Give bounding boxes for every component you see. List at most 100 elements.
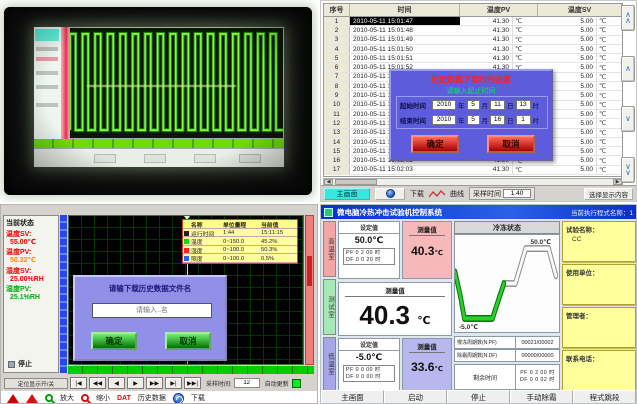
- up-button[interactable]: ∧: [621, 55, 635, 82]
- globe-button[interactable]: [375, 187, 405, 200]
- end-hour-input[interactable]: [515, 114, 531, 125]
- value: 33.6: [411, 360, 435, 374]
- page-down-button[interactable]: ∨ ∨: [621, 156, 635, 183]
- reading-label: 湿度SV:: [6, 267, 32, 275]
- row-index: 14: [324, 137, 350, 147]
- nav-button[interactable]: ▶▶: [146, 377, 163, 389]
- table-row[interactable]: 3 2010-05-11 15:01:49 41.30 ℃ 5.00 ℃: [324, 35, 622, 45]
- row-index: 12: [324, 119, 350, 128]
- select-content-button[interactable]: 选择显示内容: [584, 187, 633, 200]
- df-line: DF 0 0 20 时: [346, 256, 381, 263]
- end-label: 结束时间: [400, 117, 426, 125]
- unit: ℃: [434, 250, 443, 257]
- panel-controller: 微电脑冷热冲击试验机控制系统 当前执行程式名称：1 高温室 测试室 低温室 设定…: [320, 204, 637, 404]
- low-pf-df: PF 0 0 00 时 DF 0 0 00 时: [343, 365, 395, 382]
- cancel-button[interactable]: 取消: [487, 135, 535, 153]
- sample-time-field[interactable]: [503, 189, 531, 198]
- tab-low-temp-zone[interactable]: 低温室: [323, 337, 336, 391]
- start-day-input[interactable]: [490, 99, 505, 110]
- row-temp-sv: 5.00: [580, 64, 593, 72]
- manual-defrost-button[interactable]: 手动除霜: [510, 390, 573, 403]
- tab-test-zone[interactable]: 测试室: [323, 279, 336, 335]
- unit-celsius: ℃: [596, 26, 622, 35]
- history-data-label[interactable]: 历史数据: [137, 395, 166, 402]
- right-scrollbar[interactable]: [305, 215, 314, 365]
- stop-button[interactable]: 停止: [447, 390, 510, 403]
- table-row[interactable]: 2 2010-05-11 15:01:48 41.30 ℃ 5.00 ℃: [324, 26, 622, 36]
- row-time: 2010-05-11 15:01:57: [353, 110, 413, 118]
- info-box-label: 联系电话：: [566, 356, 599, 363]
- ok-button[interactable]: 确定: [411, 135, 459, 153]
- main-screen-button[interactable]: 主画面: [324, 187, 370, 200]
- down-button[interactable]: ∨: [621, 106, 635, 133]
- zoom-in-icon[interactable]: [45, 394, 53, 402]
- zoom-out-label[interactable]: 缩小: [96, 395, 110, 402]
- nav-button[interactable]: ◀◀: [89, 377, 106, 389]
- table-row[interactable]: 17 2010-05-11 15:02:03 41.30 ℃ 5.00 ℃: [324, 165, 622, 176]
- row-temp-pv: 41.30: [492, 36, 509, 44]
- low-set-value: -5.0℃: [355, 352, 383, 362]
- cycle-info-row: 慢冻周期数(N:PF) 00021/00002: [454, 336, 560, 349]
- main-screen-button[interactable]: 主画面: [321, 390, 384, 403]
- jump-top-icon[interactable]: [7, 393, 19, 403]
- end-year-input[interactable]: [432, 114, 456, 125]
- row-time: 2010-05-11 15:01:58: [353, 119, 413, 127]
- refresh-icon[interactable]: [172, 392, 184, 403]
- page-up-button[interactable]: ∧ ∧: [621, 5, 635, 31]
- row-index: 17: [324, 165, 350, 175]
- nav-button[interactable]: |◀: [70, 377, 87, 389]
- row-temp-sv: 5.00: [580, 26, 593, 34]
- end-day-input[interactable]: [490, 114, 505, 125]
- high-measure-box: 测量值 40.3℃: [402, 221, 452, 279]
- program-skip-button[interactable]: 程式跳段: [573, 390, 636, 403]
- nav-button[interactable]: ◀: [108, 377, 125, 389]
- position-toggle-button[interactable]: 定位显示开/关: [4, 377, 68, 389]
- download-label[interactable]: 下载: [190, 395, 205, 402]
- right-scroll-thumb[interactable]: [307, 256, 312, 286]
- zoom-out-icon[interactable]: [81, 394, 89, 402]
- filename-input[interactable]: [92, 303, 212, 318]
- start-year-input[interactable]: [432, 99, 456, 110]
- row-temp-sv: 5.00: [580, 17, 593, 25]
- info-box-label: 使用单位：: [566, 270, 599, 277]
- zoom-in-label[interactable]: 放大: [60, 395, 74, 402]
- reading-value: 25.00%RH: [10, 275, 44, 283]
- unit-celsius: ℃: [596, 91, 622, 100]
- unit-celsius: ℃: [512, 17, 538, 26]
- start-hour-input[interactable]: [515, 99, 531, 110]
- remaining-time-row: 剩余时间 PF 0 2 00 时 DF 0 0 02 时: [454, 364, 560, 390]
- nav-button[interactable]: ▶|: [165, 377, 182, 389]
- row-index: 1: [324, 17, 350, 26]
- photo-toolbar-button: [194, 154, 216, 163]
- left-scrollbar[interactable]: [60, 215, 67, 373]
- program-name: 当前执行程式名称：1: [570, 210, 633, 217]
- start-month-input[interactable]: [466, 99, 480, 110]
- legend-header-cell: 当前值: [261, 223, 279, 229]
- table-row[interactable]: 5 2010-05-11 15:01:51 41.30 ℃ 5.00 ℃: [324, 54, 622, 64]
- curve-label[interactable]: 曲线: [450, 190, 464, 198]
- row-temp-pv: 41.30: [492, 26, 509, 34]
- row-time: 2010-05-11 15:01:55: [353, 92, 413, 100]
- row-index: 15: [324, 147, 350, 156]
- table-row[interactable]: 4 2010-05-11 15:01:50 41.30 ℃ 5.00 ℃: [324, 44, 622, 55]
- row-temp-sv: 5.00: [580, 147, 593, 155]
- info-box-label: 管理者：: [566, 313, 592, 320]
- end-month-input[interactable]: [466, 114, 480, 125]
- dat-label[interactable]: DAT: [117, 394, 131, 402]
- sample-time-field[interactable]: [233, 378, 260, 388]
- start-button[interactable]: 启动: [384, 390, 447, 403]
- jump-up-icon[interactable]: [26, 393, 38, 403]
- download-label[interactable]: 下载: [410, 190, 424, 198]
- scroll-left-arrow[interactable]: ◀: [324, 179, 333, 185]
- legend-value: 15:11:15: [261, 230, 284, 237]
- row-index: 10: [324, 100, 350, 109]
- row-temp-sv: 5.00: [580, 101, 593, 109]
- nav-button[interactable]: ▶: [127, 377, 144, 389]
- tab-high-temp-zone[interactable]: 高温室: [323, 221, 336, 277]
- cancel-button[interactable]: 取消: [165, 332, 211, 350]
- nav-button[interactable]: ▶▶|: [184, 377, 201, 389]
- end-time-row: 结束时间 年 月 日 时: [397, 112, 547, 127]
- ok-button[interactable]: 确定: [91, 332, 137, 350]
- table-row[interactable]: 1 2010-05-11 15:01:47 41.30 ℃ 5.00 ℃: [324, 17, 622, 27]
- scroll-thumb[interactable]: [335, 179, 377, 185]
